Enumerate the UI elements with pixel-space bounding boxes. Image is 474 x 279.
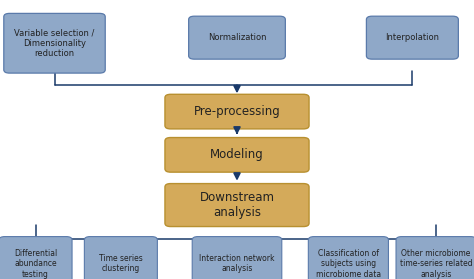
Text: Classification of
subjects using
microbiome data: Classification of subjects using microbi… <box>316 249 381 278</box>
Text: Normalization: Normalization <box>208 33 266 42</box>
FancyBboxPatch shape <box>165 184 309 227</box>
Text: Differential
abundance
testing: Differential abundance testing <box>14 249 57 278</box>
Text: Downstream
analysis: Downstream analysis <box>200 191 274 219</box>
FancyBboxPatch shape <box>366 16 458 59</box>
FancyBboxPatch shape <box>189 16 285 59</box>
FancyBboxPatch shape <box>396 237 474 279</box>
FancyBboxPatch shape <box>165 138 309 172</box>
Text: Interpolation: Interpolation <box>385 33 439 42</box>
FancyBboxPatch shape <box>165 94 309 129</box>
FancyBboxPatch shape <box>4 13 105 73</box>
FancyBboxPatch shape <box>192 237 282 279</box>
FancyBboxPatch shape <box>0 237 72 279</box>
Text: Pre-processing: Pre-processing <box>193 105 281 118</box>
Text: Modeling: Modeling <box>210 148 264 161</box>
Text: Other microbiome
time-series related
analysis: Other microbiome time-series related ana… <box>400 249 473 278</box>
Text: Variable selection /
Dimensionality
reduction: Variable selection / Dimensionality redu… <box>14 28 95 58</box>
FancyBboxPatch shape <box>308 237 388 279</box>
Text: Time series
clustering: Time series clustering <box>99 254 143 273</box>
FancyBboxPatch shape <box>84 237 157 279</box>
Text: Interaction network
analysis: Interaction network analysis <box>199 254 275 273</box>
